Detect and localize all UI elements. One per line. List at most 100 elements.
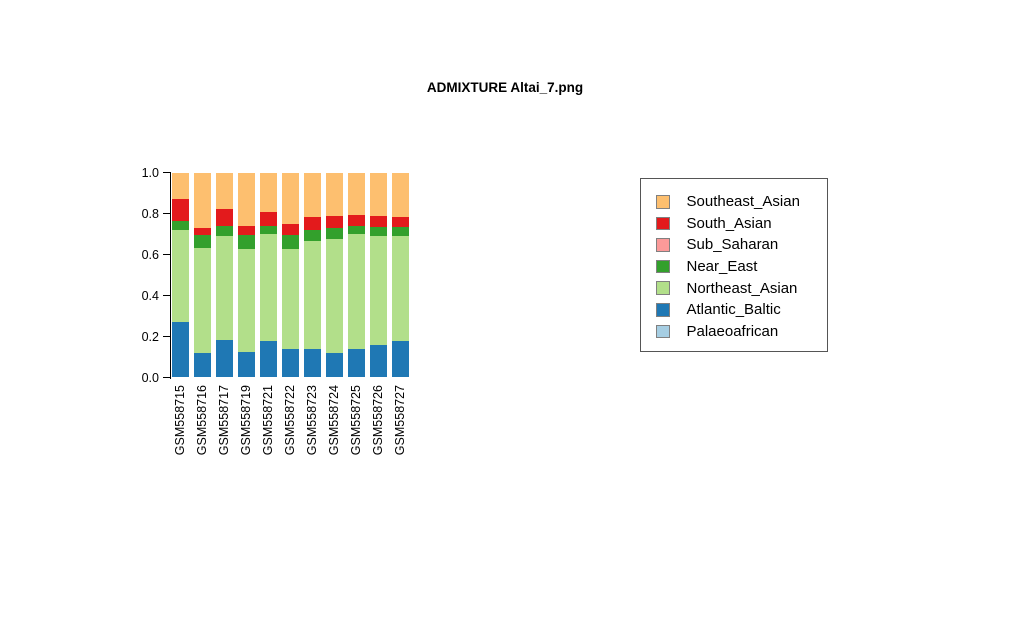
bar-segment-atlantic-baltic bbox=[171, 322, 189, 378]
bar-segment-atlantic-baltic bbox=[303, 348, 321, 378]
legend-label: Palaeoafrican bbox=[686, 322, 779, 340]
chart-title: ADMIXTURE Altai_7.png bbox=[426, 80, 584, 95]
x-tick-label: GSM558723 bbox=[304, 385, 319, 456]
y-tick-mark bbox=[162, 335, 170, 338]
legend-item-palaeoafrican: Palaeoafrican bbox=[641, 321, 827, 343]
legend-label: Near_East bbox=[686, 258, 758, 276]
x-tick-label: GSM558719 bbox=[238, 385, 253, 456]
legend-item-northeast-asian: Northeast_Asian bbox=[641, 277, 827, 299]
x-tick-label: GSM558722 bbox=[282, 385, 297, 456]
x-tick-label: GSM558721 bbox=[260, 385, 275, 456]
bar-segment-south-asian bbox=[325, 216, 343, 228]
bar-segment-southeast-asian bbox=[369, 172, 387, 217]
legend: Southeast_Asian South_Asian Sub_Saharan Nea… bbox=[640, 178, 828, 352]
bar-segment-northeast-asian bbox=[303, 240, 321, 349]
bar-segment-southeast-asian bbox=[215, 172, 233, 210]
bar-segment-northeast-asian bbox=[281, 248, 299, 350]
bar-gsm558716 bbox=[193, 172, 211, 378]
bar-segment-northeast-asian bbox=[237, 248, 255, 353]
legend-swatch-palaeoafrican bbox=[656, 324, 670, 339]
y-tick-label: 1.0 bbox=[141, 165, 159, 180]
bar-segment-south-asian bbox=[303, 216, 321, 231]
legend-swatch-southeast-asian bbox=[656, 195, 670, 209]
legend-label: Southeast_Asian bbox=[686, 193, 800, 211]
bar-segment-south-asian bbox=[347, 214, 365, 226]
bar-segment-near-east bbox=[259, 226, 277, 234]
x-tick-label: GSM558716 bbox=[194, 385, 209, 456]
bar-segment-southeast-asian bbox=[281, 172, 299, 224]
bar-segment-atlantic-baltic bbox=[237, 352, 255, 378]
y-tick-label: 0.2 bbox=[141, 329, 159, 344]
bar-segment-south-asian bbox=[259, 212, 277, 227]
legend-swatch-sub-saharan bbox=[656, 238, 670, 252]
bar-gsm558721 bbox=[259, 172, 277, 378]
bar-segment-northeast-asian bbox=[171, 229, 189, 323]
bar-segment-northeast-asian bbox=[391, 235, 409, 341]
bar-segment-near-east bbox=[369, 227, 387, 237]
bar-segment-southeast-asian bbox=[259, 172, 277, 213]
bar-segment-near-east bbox=[303, 230, 321, 241]
x-tick-label: GSM558726 bbox=[370, 385, 385, 456]
bar-segment-near-east bbox=[193, 235, 211, 249]
bar-segment-near-east bbox=[347, 225, 365, 235]
bar-segment-atlantic-baltic bbox=[347, 348, 365, 378]
bar-segment-south-asian bbox=[281, 223, 299, 236]
bar-segment-atlantic-baltic bbox=[391, 340, 409, 378]
x-tick-label: GSM558717 bbox=[216, 385, 231, 456]
bar-segment-atlantic-baltic bbox=[193, 353, 211, 378]
legend-label: Sub_Saharan bbox=[686, 236, 779, 254]
bar-gsm558727 bbox=[391, 172, 409, 378]
bar-segment-northeast-asian bbox=[193, 248, 211, 354]
bar-segment-near-east bbox=[391, 227, 409, 236]
y-tick-label: 0.6 bbox=[141, 247, 159, 262]
bar-segment-south-asian bbox=[391, 216, 409, 228]
bar-gsm558726 bbox=[369, 172, 387, 378]
bar-segment-south-asian bbox=[171, 198, 189, 222]
legend-label: South_Asian bbox=[686, 214, 772, 232]
bar-segment-near-east bbox=[215, 226, 233, 237]
bar-segment-northeast-asian bbox=[347, 234, 365, 349]
bar-segment-southeast-asian bbox=[391, 172, 409, 217]
x-tick-label: GSM558724 bbox=[326, 385, 341, 456]
bar-segment-atlantic-baltic bbox=[259, 341, 277, 378]
legend-item-southeast-asian: Southeast_Asian bbox=[641, 191, 827, 213]
bar-segment-near-east bbox=[171, 221, 189, 230]
bar-segment-northeast-asian bbox=[259, 233, 277, 342]
bar-segment-southeast-asian bbox=[237, 172, 255, 226]
legend-swatch-near-east bbox=[656, 259, 670, 274]
bar-segment-south-asian bbox=[193, 227, 211, 236]
bar-segment-southeast-asian bbox=[303, 172, 321, 217]
x-tick-label: GSM558715 bbox=[172, 385, 187, 456]
bar-segment-northeast-asian bbox=[215, 236, 233, 340]
legend-swatch-atlantic-baltic bbox=[656, 303, 670, 317]
bar-gsm558719 bbox=[237, 172, 255, 378]
bar-segment-atlantic-baltic bbox=[369, 345, 387, 378]
bar-segment-south-asian bbox=[237, 225, 255, 236]
legend-item-atlantic-baltic: Atlantic_Baltic bbox=[641, 299, 827, 321]
bar-segment-northeast-asian bbox=[369, 236, 387, 346]
bar-segment-near-east bbox=[325, 227, 343, 239]
bar-gsm558724 bbox=[325, 172, 343, 378]
bar-segment-south-asian bbox=[215, 209, 233, 227]
bar-segment-southeast-asian bbox=[193, 172, 211, 228]
y-tick-label: 0.0 bbox=[141, 370, 159, 385]
y-tick-mark bbox=[162, 212, 170, 215]
bar-segment-near-east bbox=[237, 235, 255, 249]
x-tick-label: GSM558727 bbox=[392, 385, 407, 456]
y-axis-line bbox=[169, 171, 171, 379]
bar-segment-south-asian bbox=[369, 216, 387, 228]
bar-segment-southeast-asian bbox=[325, 172, 343, 217]
y-tick-label: 0.8 bbox=[141, 206, 159, 221]
bar-segment-atlantic-baltic bbox=[215, 339, 233, 378]
bar-gsm558723 bbox=[303, 172, 321, 378]
bar-gsm558725 bbox=[347, 172, 365, 378]
y-tick-mark bbox=[162, 376, 170, 379]
bar-gsm558722 bbox=[281, 172, 299, 378]
bar-gsm558715 bbox=[171, 172, 189, 378]
bar-segment-southeast-asian bbox=[347, 172, 365, 215]
legend-item-sub-saharan: Sub_Saharan bbox=[641, 234, 827, 256]
legend-label: Northeast_Asian bbox=[686, 279, 798, 297]
y-tick-label: 0.4 bbox=[141, 288, 159, 303]
bar-segment-northeast-asian bbox=[325, 238, 343, 353]
